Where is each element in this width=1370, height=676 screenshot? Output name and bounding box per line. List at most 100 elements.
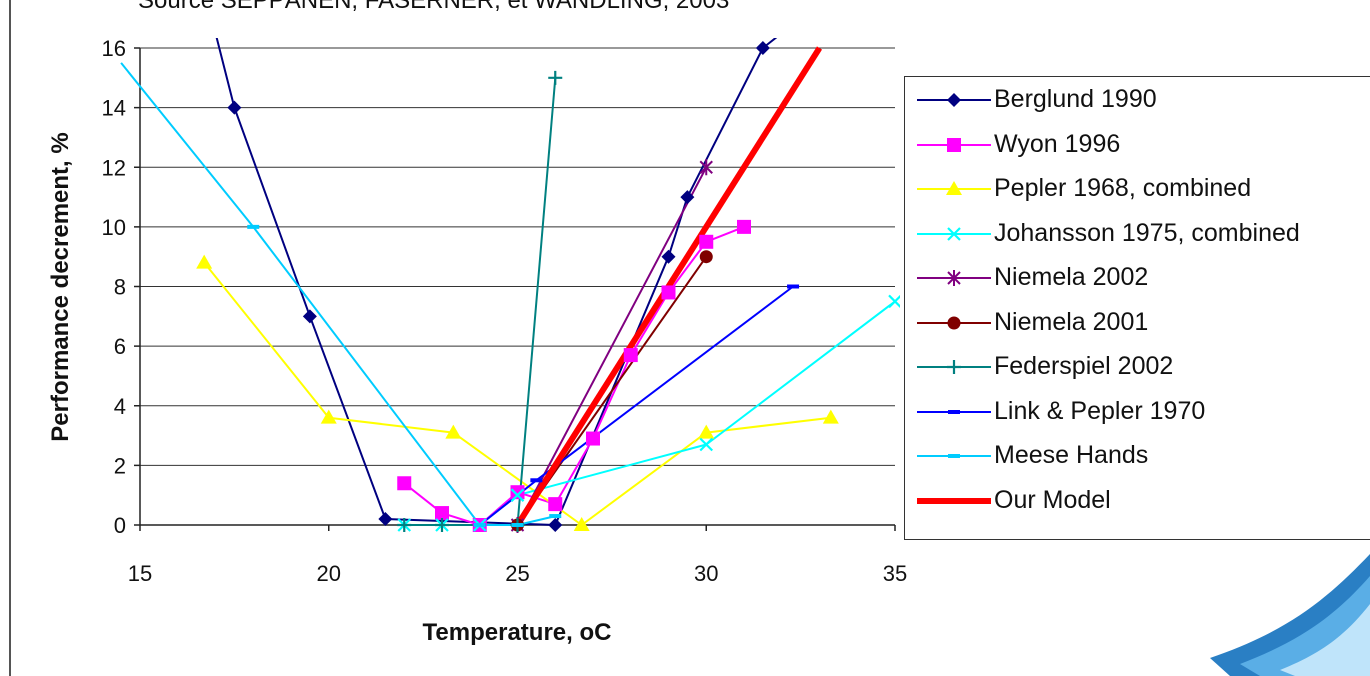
data-point-berglund-1990 <box>302 309 317 324</box>
data-point-niemela-2002 <box>699 159 713 176</box>
legend-swatch <box>917 137 991 152</box>
legend-marker <box>948 454 960 458</box>
y-axis-title: Performance decrement, % <box>47 132 74 441</box>
legend-marker <box>947 270 961 286</box>
data-point-pepler-1968-combined <box>698 424 715 439</box>
data-point-federspiel-2002 <box>548 70 563 85</box>
legend-item-meese-hands: Meese Hands <box>905 436 1365 476</box>
source-caption: Source SEPPÄNEN, FASERNER, et WANDLING, … <box>138 0 730 14</box>
data-point-berglund-1990 <box>227 100 242 115</box>
data-point-pepler-1968-combined <box>320 409 337 424</box>
data-point-federspiel-2002 <box>397 518 412 532</box>
slide-border-line <box>9 0 11 676</box>
legend-label: Federspiel 2002 <box>994 352 1174 380</box>
legend-marker <box>948 409 960 414</box>
legend-swatch <box>917 360 991 374</box>
data-point-meese-hands <box>549 514 562 519</box>
data-point-johansson-1975-combined <box>699 437 714 452</box>
x-tick-label: 15 <box>128 561 152 586</box>
legend-marker <box>947 360 961 374</box>
x-axis-title: Temperature, oC <box>423 619 612 646</box>
data-point-meese-hands <box>247 224 260 229</box>
legend-marker <box>947 93 961 107</box>
legend-item-niemela-2002: Niemela 2002 <box>905 258 1365 298</box>
data-point-berglund-1990 <box>548 518 563 532</box>
y-tick-label: 8 <box>114 275 126 300</box>
x-tick-label: 35 <box>883 561 907 586</box>
data-point-wyon-1996 <box>397 476 412 491</box>
series-line-pepler-1968-combined <box>203 261 831 526</box>
data-point-wyon-1996 <box>699 234 714 249</box>
data-point-link-pepler-1970 <box>787 284 800 289</box>
y-tick-label: 0 <box>114 513 126 538</box>
legend-swatch <box>917 93 991 107</box>
data-point-wyon-1996 <box>661 285 676 300</box>
data-point-berglund-1990 <box>680 190 695 205</box>
legend-swatch <box>917 454 991 458</box>
data-point-johansson-1975-combined <box>510 488 525 502</box>
data-point-berglund-1990 <box>661 249 676 264</box>
legend-item-niemela-2001: Niemela 2001 <box>905 303 1365 343</box>
data-point-niemela-2001 <box>699 250 713 264</box>
legend-label: Niemela 2002 <box>994 263 1149 291</box>
legend-marker <box>947 226 961 241</box>
series-line-wyon-1996 <box>403 225 745 526</box>
x-tick-label: 20 <box>317 561 341 586</box>
data-point-pepler-1968-combined <box>822 409 839 424</box>
data-point-wyon-1996 <box>737 219 751 234</box>
series-line-meese-hands <box>120 62 556 526</box>
data-point-wyon-1996 <box>510 485 525 500</box>
data-point-wyon-1996 <box>623 348 638 363</box>
y-tick-label: 12 <box>102 155 126 180</box>
data-point-link-pepler-1970 <box>530 478 543 483</box>
data-point-meese-hands <box>511 523 524 527</box>
legend-marker <box>947 137 961 152</box>
data-point-wyon-1996 <box>548 497 563 512</box>
data-point-berglund-1990 <box>378 512 393 527</box>
series-markers <box>196 41 900 533</box>
y-tick-label: 10 <box>102 215 126 240</box>
legend-swatch <box>917 181 991 195</box>
legend-item-link-pepler-1970: Link & Pepler 1970 <box>905 392 1365 432</box>
legend-marker <box>947 316 961 329</box>
y-tick-label: 16 <box>102 36 126 61</box>
y-tick-label: 4 <box>114 394 126 419</box>
legend-item-our-model: Our Model <box>905 481 1365 521</box>
legend-label: Berglund 1990 <box>994 85 1157 113</box>
series-line-johansson-1975-combined <box>404 300 896 526</box>
data-point-pepler-1968-combined <box>445 424 462 439</box>
legend-label: Johansson 1975, combined <box>994 218 1300 247</box>
legend-item-wyon-1996: Wyon 1996 <box>905 125 1365 165</box>
brand-swoosh-graphic <box>1210 554 1370 676</box>
data-point-wyon-1996 <box>435 506 449 521</box>
data-point-berglund-1990 <box>755 41 770 55</box>
legend-marker <box>946 181 962 195</box>
legend-item-pepler-1968-combined: Pepler 1968, combined <box>905 169 1365 209</box>
series-line-berglund-1990 <box>215 38 778 526</box>
legend-swatch <box>917 226 991 241</box>
legend-item-johansson-1975-combined: Johansson 1975, combined <box>905 214 1365 254</box>
legend-label: Link & Pepler 1970 <box>994 396 1206 425</box>
legend-item-berglund-1990: Berglund 1990 <box>905 80 1365 120</box>
y-tick-label: 6 <box>114 334 126 359</box>
legend-label: Pepler 1968, combined <box>994 174 1252 202</box>
legend-label: Meese Hands <box>994 441 1149 469</box>
legend-swatch <box>917 409 991 414</box>
data-point-meese-hands <box>473 523 486 527</box>
legend-swatch <box>917 316 991 329</box>
legend-swatch <box>917 497 991 504</box>
x-tick-label: 25 <box>505 561 529 586</box>
legend-label: Niemela 2001 <box>994 307 1149 336</box>
chart-legend: Berglund 1990 Wyon 1996 Pepler 1968, combi… <box>904 76 1370 540</box>
data-point-johansson-1975-combined <box>888 294 900 309</box>
data-point-pepler-1968-combined <box>196 254 213 269</box>
tick-labels: 0 2 4 6 8 10 12 14 16 15 20 25 30 35 <box>102 36 908 586</box>
series-line-niemela-2002 <box>516 166 708 526</box>
data-point-wyon-1996 <box>586 431 600 446</box>
data-point-pepler-1968-combined <box>573 517 590 531</box>
legend-label: Our Model <box>994 485 1111 514</box>
x-tick-label: 30 <box>694 561 718 586</box>
legend-swatch <box>917 270 991 286</box>
series-line-federspiel-2002 <box>404 77 557 526</box>
